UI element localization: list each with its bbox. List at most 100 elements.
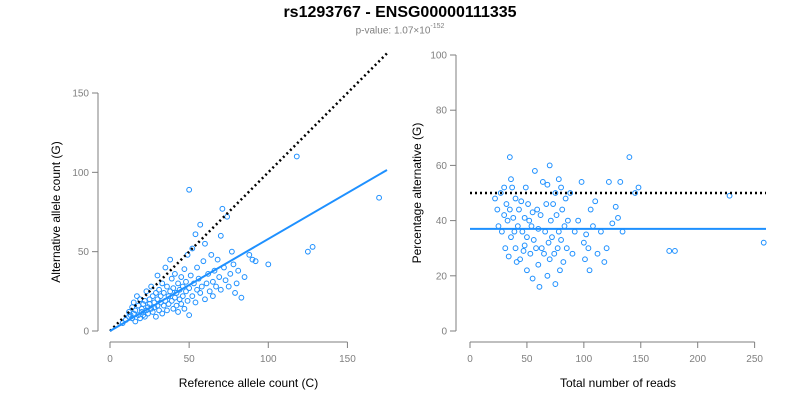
right-data-point (575, 217, 582, 224)
left-data-point (141, 313, 148, 320)
right-data-point (501, 212, 508, 218)
left-data-point (246, 251, 253, 258)
right-data-point (516, 206, 522, 213)
left-y-tick-label: 0 (83, 327, 89, 338)
right-data-point (524, 234, 530, 241)
right-data-point (546, 256, 553, 263)
left-x-tick-label: 100 (260, 354, 277, 365)
left-data-point (186, 312, 193, 319)
right-data-point (535, 261, 542, 268)
left-data-point (156, 286, 162, 293)
right-data-point (552, 190, 559, 196)
left-data-point (304, 248, 311, 255)
left-data-point (216, 274, 223, 280)
right-data-point (561, 223, 568, 230)
right-data-point (506, 154, 513, 161)
right-data-point (534, 206, 541, 213)
right-data-point (562, 195, 569, 202)
right-data-point (615, 214, 621, 221)
left-y-tick-label: 150 (72, 89, 89, 100)
left-data-point (228, 248, 235, 255)
left-y-tick-label: 50 (78, 247, 90, 258)
right-data-point (508, 176, 514, 183)
right-data-point (546, 162, 553, 169)
left-data-point (159, 280, 166, 287)
left-x-tick-label: 150 (339, 354, 356, 365)
left-data-point (224, 213, 231, 220)
right-x-tick-label: 150 (632, 354, 649, 365)
right-data-point (619, 228, 626, 235)
right-data-point (594, 250, 601, 257)
right-y-tick-label: 40 (436, 216, 448, 227)
right-data-point (537, 212, 544, 218)
left-data-point (160, 290, 167, 296)
right-data-point (609, 220, 616, 227)
right-data-point (530, 237, 537, 243)
left-data-point (183, 278, 189, 285)
right-data-point (529, 275, 536, 282)
left-data-point (197, 221, 204, 228)
right-data-point (583, 231, 590, 238)
left-data-point (217, 232, 224, 239)
left-scatter-panel: 0 50 100 150 0 50 100 150 Reference allele count… (49, 52, 388, 390)
right-data-point (539, 179, 546, 185)
left-data-point (217, 286, 224, 293)
left-data-point (235, 267, 242, 274)
right-data-point (626, 154, 633, 161)
chart-title: rs1293767 - ENSG00000111335 (283, 4, 517, 21)
right-data-point (559, 206, 566, 213)
right-data-point (498, 228, 505, 235)
left-data-point (194, 264, 200, 271)
right-data-point (549, 234, 555, 241)
right-data-point (518, 198, 525, 205)
left-data-point (140, 301, 147, 307)
right-data-point (555, 228, 562, 235)
right-data-point (519, 228, 526, 235)
left-x-tick-label: 0 (107, 354, 113, 365)
right-x-tick-label: 50 (521, 354, 533, 365)
left-data-point (198, 283, 205, 290)
right-x-tick-label: 250 (746, 354, 763, 365)
right-data-point (760, 239, 767, 246)
left-data-point (186, 186, 193, 193)
left-data-point (181, 266, 188, 273)
right-data-point (578, 179, 585, 185)
left-data-point (156, 307, 162, 314)
left-data-point (183, 288, 189, 295)
left-data-point (214, 256, 221, 263)
right-data-point (525, 201, 531, 207)
right-data-point (585, 245, 592, 252)
left-data-point (213, 283, 219, 290)
right-data-point (522, 184, 529, 191)
left-data-point (165, 301, 172, 307)
right-data-point (555, 176, 562, 183)
right-data-point (542, 228, 549, 235)
left-data-point (164, 283, 170, 290)
right-data-point (726, 192, 733, 199)
left-data-point (168, 297, 175, 304)
right-data-point (632, 190, 638, 196)
left-x-tick-label: 50 (184, 354, 196, 365)
left-data-point (168, 275, 175, 282)
left-data-point (160, 302, 167, 309)
left-data-point (159, 310, 166, 317)
right-data-point (544, 272, 551, 279)
right-data-point (508, 234, 514, 241)
left-data-point (197, 290, 204, 296)
right-y-tick-label: 0 (441, 327, 447, 338)
left-data-point (149, 293, 156, 299)
left-data-point (209, 293, 216, 299)
right-data-point (582, 256, 588, 263)
right-data-point (672, 248, 678, 254)
left-data-point (219, 205, 226, 212)
right-data-point (505, 253, 512, 260)
right-data-point (492, 195, 498, 202)
right-data-point (560, 259, 567, 265)
left-data-point (181, 305, 188, 312)
left-data-point (132, 307, 139, 314)
right-x-axis-title: Total number of reads (560, 376, 676, 390)
pvalue-exponent: -152 (430, 23, 445, 30)
right-data-point (553, 212, 560, 218)
left-data-point (232, 290, 238, 296)
